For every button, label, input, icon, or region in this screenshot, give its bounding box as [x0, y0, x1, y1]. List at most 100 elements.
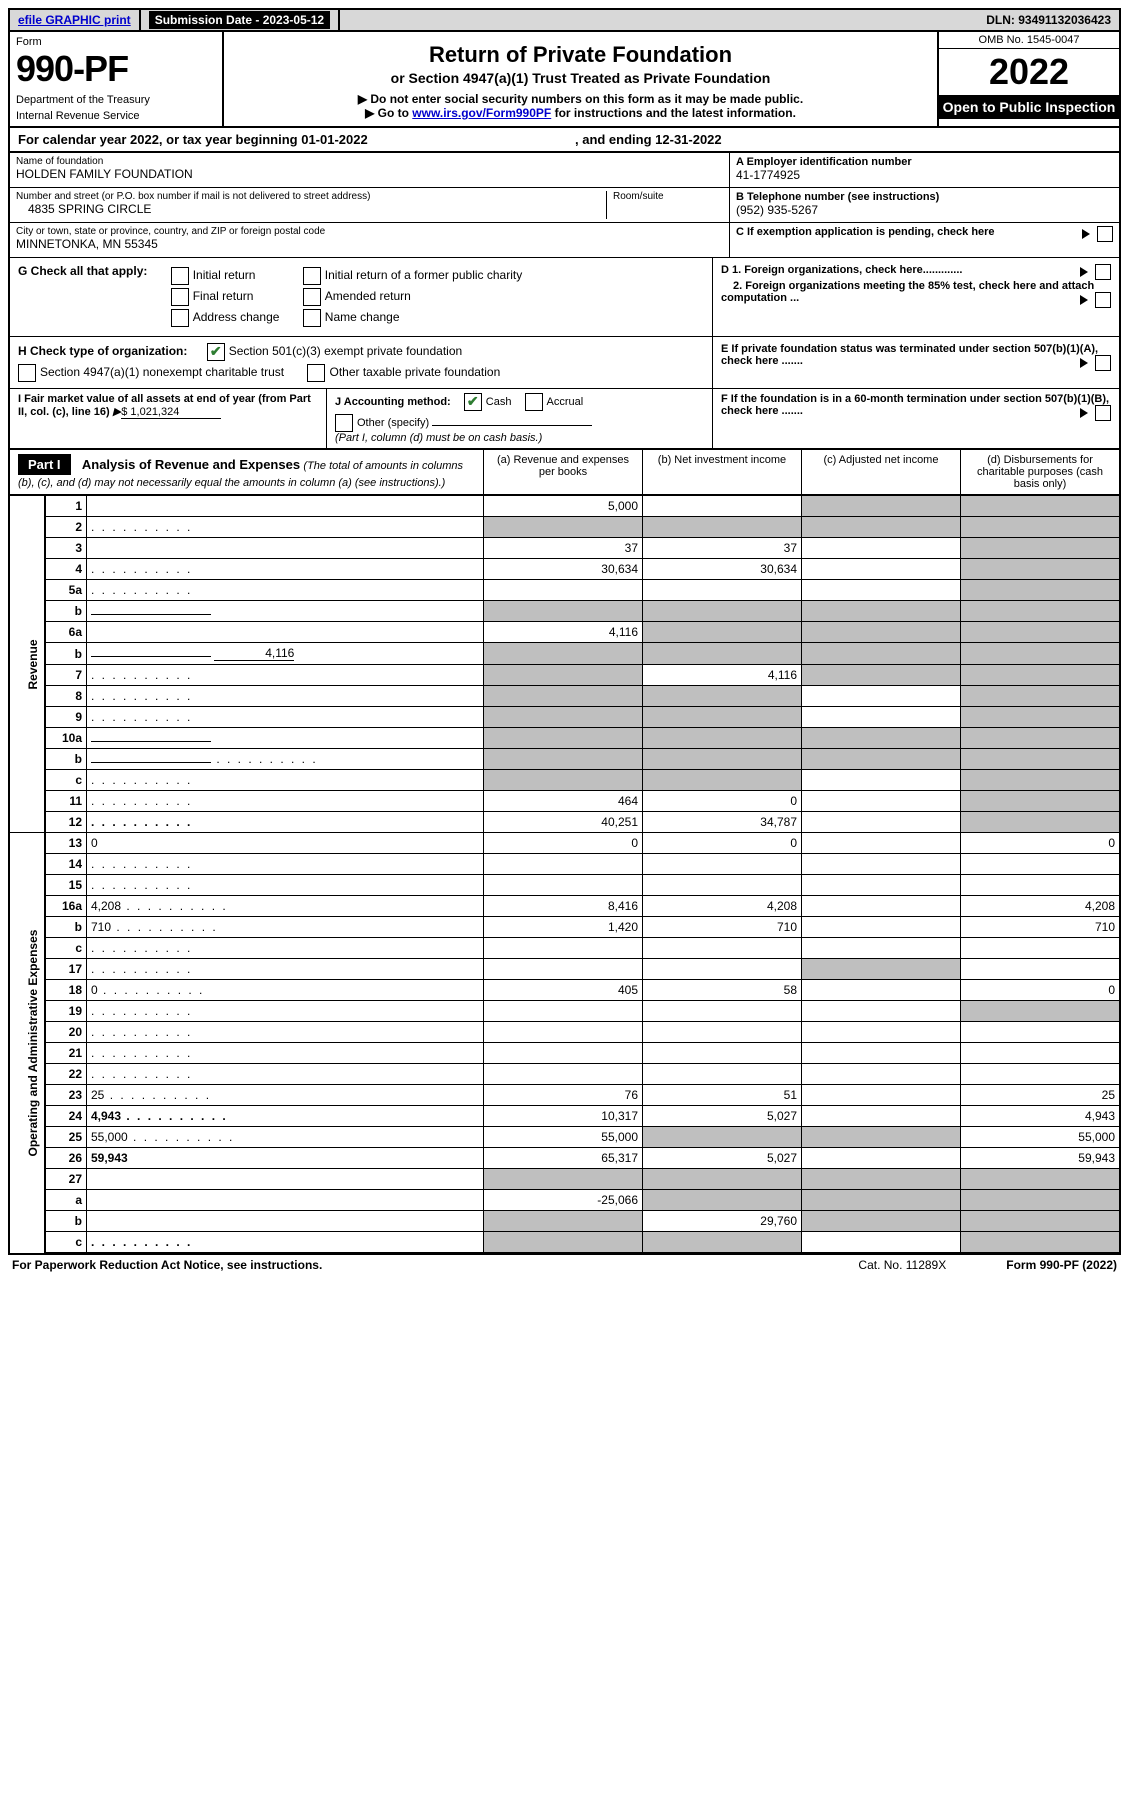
- amount-col-b: 34,787: [643, 812, 802, 833]
- amount-col-b: [643, 770, 802, 791]
- form-title-block: Return of Private Foundation or Section …: [224, 32, 937, 126]
- form-title: Return of Private Foundation: [232, 42, 929, 68]
- amount-col-b: [643, 517, 802, 538]
- g-final-return-checkbox[interactable]: [171, 288, 189, 306]
- amount-col-a: [484, 728, 643, 749]
- amount-col-a: [484, 517, 643, 538]
- line-number: 10a: [45, 728, 87, 749]
- revenue-side-label: Revenue: [9, 496, 45, 833]
- directive-1: ▶ Do not enter social security numbers o…: [232, 92, 929, 106]
- amount-col-b: 58: [643, 980, 802, 1001]
- c-checkbox[interactable]: [1097, 226, 1113, 242]
- h-other-taxable-checkbox[interactable]: [307, 364, 325, 382]
- line-number: 15: [45, 875, 87, 896]
- amount-col-d: [961, 559, 1121, 580]
- line-description: 4,116: [87, 643, 484, 665]
- amount-col-c: [802, 665, 961, 686]
- foundation-name: HOLDEN FAMILY FOUNDATION: [16, 167, 723, 181]
- table-row: 2659,94365,3175,02759,943: [9, 1148, 1120, 1169]
- g-amended-return-checkbox[interactable]: [303, 288, 321, 306]
- g-initial-former-checkbox[interactable]: [303, 267, 321, 285]
- line-number: b: [45, 643, 87, 665]
- amount-col-b: [643, 580, 802, 601]
- f-checkbox[interactable]: [1095, 405, 1111, 421]
- g-name-change-checkbox[interactable]: [303, 309, 321, 327]
- amount-col-a: 76: [484, 1085, 643, 1106]
- amount-col-c: [802, 1106, 961, 1127]
- j-note: (Part I, column (d) must be on cash basi…: [335, 432, 704, 444]
- form-word: Form: [16, 36, 216, 48]
- amount-col-c: [802, 854, 961, 875]
- amount-col-d: [961, 875, 1121, 896]
- ijf-section: I Fair market value of all assets at end…: [8, 389, 1121, 450]
- amount-col-b: 29,760: [643, 1211, 802, 1232]
- amount-col-b: [643, 601, 802, 622]
- table-row: 15: [9, 875, 1120, 896]
- d1-checkbox[interactable]: [1095, 264, 1111, 280]
- amount-col-c: [802, 517, 961, 538]
- amount-col-c: [802, 980, 961, 1001]
- form990pf-link[interactable]: www.irs.gov/Form990PF: [412, 106, 551, 120]
- line-description: [87, 1043, 484, 1064]
- table-row: 74,116: [9, 665, 1120, 686]
- amount-col-c: [802, 1169, 961, 1190]
- table-row: 10a: [9, 728, 1120, 749]
- line-number: 26: [45, 1148, 87, 1169]
- g-address-change-checkbox[interactable]: [171, 309, 189, 327]
- amount-col-b: [643, 1022, 802, 1043]
- table-row: 33737: [9, 538, 1120, 559]
- g-initial-return-checkbox[interactable]: [171, 267, 189, 285]
- e-block: E If private foundation status was termi…: [712, 337, 1119, 388]
- line-number: 7: [45, 665, 87, 686]
- line-description: [87, 665, 484, 686]
- amount-col-b: [643, 622, 802, 643]
- amount-col-a: [484, 1211, 643, 1232]
- table-row: b7101,420710710: [9, 917, 1120, 938]
- street-address: 4835 SPRING CIRCLE: [16, 202, 606, 216]
- table-row: 8: [9, 686, 1120, 707]
- amount-col-b: [643, 496, 802, 517]
- amount-col-c: [802, 1064, 961, 1085]
- amount-col-b: [643, 643, 802, 665]
- amount-col-c: [802, 1148, 961, 1169]
- efile-print-link[interactable]: efile GRAPHIC print: [10, 10, 141, 30]
- table-row: 1240,25134,787: [9, 812, 1120, 833]
- part1-title-cell: Part I Analysis of Revenue and Expenses …: [10, 450, 483, 494]
- amount-col-a: [484, 1001, 643, 1022]
- line-number: 3: [45, 538, 87, 559]
- line-description: [87, 1232, 484, 1254]
- j-accrual-checkbox[interactable]: [525, 393, 543, 411]
- amount-col-c: [802, 833, 961, 854]
- amount-col-d: [961, 580, 1121, 601]
- phone-value: (952) 935-5267: [736, 203, 1113, 217]
- top-bar: efile GRAPHIC print Submission Date - 20…: [8, 8, 1121, 32]
- j-cash-checkbox[interactable]: [464, 393, 482, 411]
- line-number: 2: [45, 517, 87, 538]
- table-row: 22: [9, 1064, 1120, 1085]
- amount-col-a: [484, 686, 643, 707]
- h-e-section: H Check type of organization: Section 50…: [8, 337, 1121, 389]
- amount-col-b: [643, 938, 802, 959]
- table-row: Revenue15,000: [9, 496, 1120, 517]
- amount-col-d: 4,943: [961, 1106, 1121, 1127]
- amount-col-c: [802, 749, 961, 770]
- line-description: 0: [87, 980, 484, 1001]
- h-501c3-checkbox[interactable]: [207, 343, 225, 361]
- line-description: 0: [87, 833, 484, 854]
- d2-checkbox[interactable]: [1095, 292, 1111, 308]
- amount-col-d: [961, 1022, 1121, 1043]
- h-4947-checkbox[interactable]: [18, 364, 36, 382]
- triangle-icon: [1080, 267, 1088, 277]
- amount-col-b: [643, 1169, 802, 1190]
- foundation-name-cell: Name of foundation HOLDEN FAMILY FOUNDAT…: [10, 153, 729, 188]
- amount-col-b: [643, 1190, 802, 1211]
- amount-col-d: [961, 496, 1121, 517]
- i-block: I Fair market value of all assets at end…: [10, 389, 327, 448]
- e-checkbox[interactable]: [1095, 355, 1111, 371]
- j-other-checkbox[interactable]: [335, 414, 353, 432]
- line-number: 17: [45, 959, 87, 980]
- amount-col-c: [802, 1085, 961, 1106]
- table-row: 430,63430,634: [9, 559, 1120, 580]
- amount-col-a: [484, 1022, 643, 1043]
- amount-col-a: [484, 770, 643, 791]
